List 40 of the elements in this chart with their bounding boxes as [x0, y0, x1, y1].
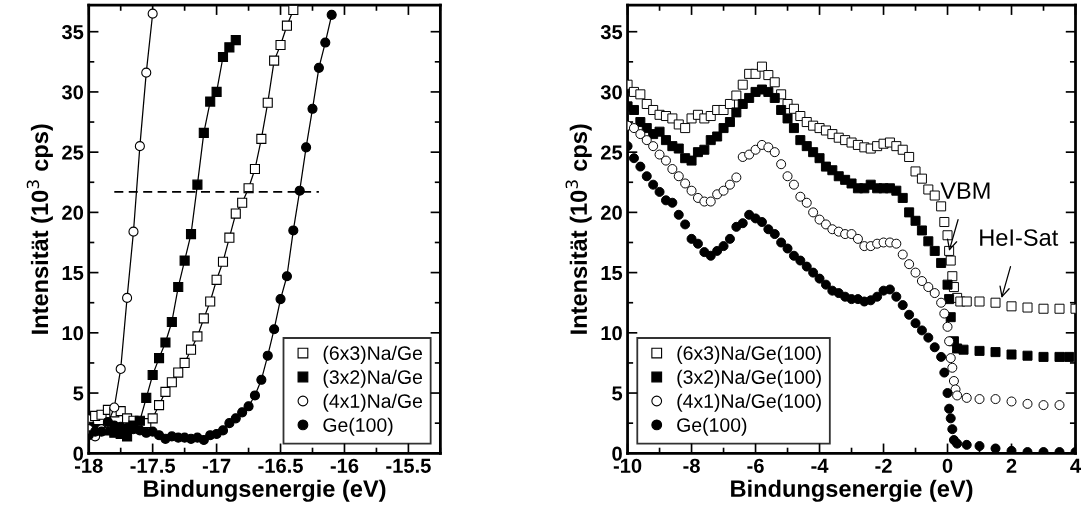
y-tick-label: 20: [62, 205, 84, 220]
y-tick-label: 15: [601, 266, 623, 281]
legend-label: (6x3)Na/Ge(100): [677, 345, 821, 364]
annotation: VBM: [940, 182, 990, 199]
y-tick-label: 35: [600, 24, 623, 40]
legend-label: (4x1)Na/Ge: [323, 393, 423, 412]
y-tick-label: 15: [62, 266, 84, 281]
x-tick-label: -16: [330, 458, 359, 473]
x-tick-label: -6: [747, 458, 764, 473]
y-tick-label: 30: [61, 85, 84, 100]
legend-label: (3x2)Na/Ge: [323, 369, 423, 388]
y-tick-label: 10: [62, 326, 84, 341]
x-tick-label: -2: [875, 458, 892, 473]
y-tick-label: 5: [612, 386, 623, 401]
y-tick-label: 20: [601, 205, 622, 220]
y-tick-label: 30: [600, 85, 622, 100]
legend-label: (6x3)Na/Ge: [323, 345, 423, 364]
x-tick-label: -17: [202, 458, 231, 473]
x-tick-label: -16.5: [258, 458, 303, 473]
y-axis-title: Intensität (10$^{3}$ cps): [565, 124, 592, 334]
y-axis-title: Intensität (10$^{3}$ cps): [26, 124, 53, 334]
x-axis-title: Bindungsenergie (eV): [144, 479, 386, 502]
y-tick-label: 35: [61, 24, 84, 40]
legend-label: (4x1)Na/Ge(100): [677, 393, 821, 412]
legend-label: (3x2)Na/Ge(100): [677, 369, 821, 388]
y-tick-label: 10: [601, 326, 622, 341]
x-tick-label: 4: [1070, 458, 1081, 473]
x-tick-label: -8: [683, 458, 700, 473]
y-tick-label: 5: [73, 386, 84, 401]
y-tick-label: 25: [62, 145, 84, 160]
x-tick-label: 2: [1006, 458, 1017, 473]
x-tick-label: -15.5: [386, 458, 431, 473]
x-axis-title: Bindungsenergie (eV): [731, 479, 973, 502]
x-tick-label: -4: [811, 458, 829, 473]
x-tick-label: -17.5: [130, 458, 176, 473]
legend-label: Ge(100): [323, 417, 393, 436]
legend-label: Ge(100): [677, 417, 747, 436]
x-tick-label: 0: [942, 458, 953, 473]
annotation: HeI-Sat: [980, 229, 1059, 246]
y-tick-label: 25: [601, 145, 623, 160]
